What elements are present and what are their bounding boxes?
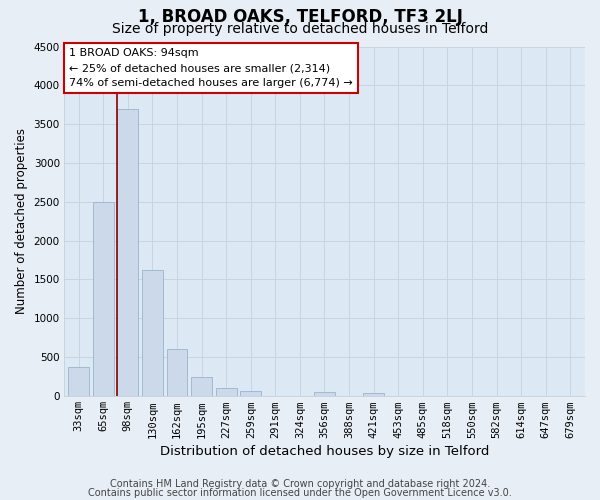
Text: 1 BROAD OAKS: 94sqm
← 25% of detached houses are smaller (2,314)
74% of semi-det: 1 BROAD OAKS: 94sqm ← 25% of detached ho… bbox=[69, 48, 353, 88]
Text: Contains HM Land Registry data © Crown copyright and database right 2024.: Contains HM Land Registry data © Crown c… bbox=[110, 479, 490, 489]
Bar bbox=[216, 388, 236, 396]
Bar bbox=[93, 202, 114, 396]
X-axis label: Distribution of detached houses by size in Telford: Distribution of detached houses by size … bbox=[160, 444, 489, 458]
Bar bbox=[167, 350, 187, 396]
Bar bbox=[241, 391, 261, 396]
Bar bbox=[142, 270, 163, 396]
Bar bbox=[68, 367, 89, 396]
Bar bbox=[118, 108, 139, 396]
Text: Size of property relative to detached houses in Telford: Size of property relative to detached ho… bbox=[112, 22, 488, 36]
Text: Contains public sector information licensed under the Open Government Licence v3: Contains public sector information licen… bbox=[88, 488, 512, 498]
Bar bbox=[314, 392, 335, 396]
Bar bbox=[363, 393, 384, 396]
Text: 1, BROAD OAKS, TELFORD, TF3 2LJ: 1, BROAD OAKS, TELFORD, TF3 2LJ bbox=[137, 8, 463, 26]
Bar bbox=[191, 378, 212, 396]
Y-axis label: Number of detached properties: Number of detached properties bbox=[15, 128, 28, 314]
